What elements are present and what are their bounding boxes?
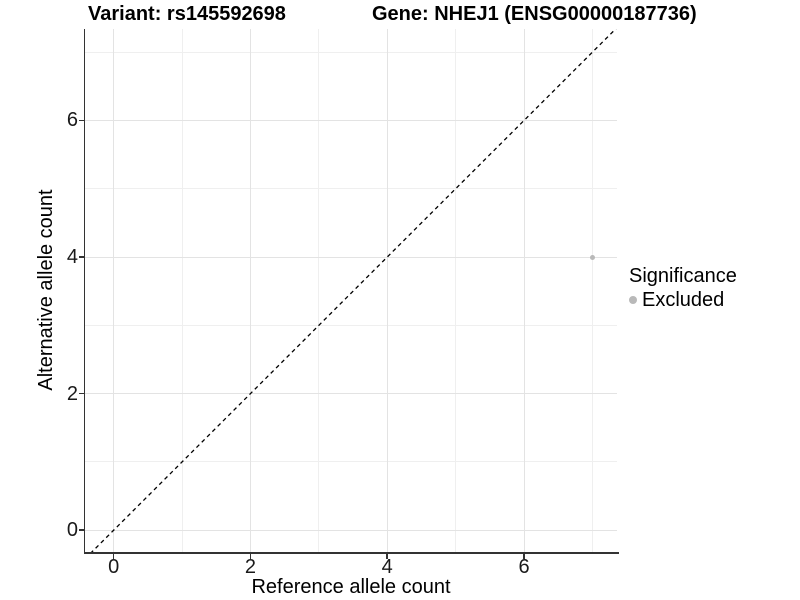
- major-gridline-vertical: [386, 29, 388, 552]
- y-tick-label: 4: [66, 246, 78, 269]
- minor-gridline-horizontal: [85, 324, 617, 326]
- major-gridline-horizontal: [85, 393, 617, 395]
- major-gridline-horizontal: [85, 256, 617, 258]
- plot-panel: [85, 29, 617, 552]
- legend-item-label: Excluded: [642, 289, 725, 311]
- minor-gridline-vertical: [455, 29, 457, 552]
- y-tick-label: 2: [66, 382, 78, 405]
- y-tick-label: 0: [66, 519, 78, 542]
- y-tick-label: 6: [66, 109, 78, 132]
- x-tick-label: 6: [518, 556, 530, 578]
- minor-gridline-horizontal: [85, 188, 617, 190]
- legend-key-dot-icon: [629, 296, 637, 304]
- x-axis-tick: [523, 553, 525, 559]
- major-gridline-vertical: [249, 29, 251, 552]
- x-axis-title: Reference allele count: [251, 576, 451, 598]
- minor-gridline-horizontal: [85, 461, 617, 463]
- legend-item: Excluded: [629, 288, 737, 312]
- x-axis-line: [83, 552, 619, 554]
- plot-title-gene: Gene: NHEJ1 (ENSG00000187736): [372, 3, 697, 25]
- minor-gridline-vertical: [181, 29, 183, 552]
- x-axis-tick: [112, 553, 115, 559]
- x-tick-label: 0: [108, 556, 120, 578]
- major-gridline-horizontal: [85, 119, 617, 121]
- minor-gridline-horizontal: [85, 51, 617, 53]
- identity-dashed-line: [90, 29, 617, 552]
- major-gridline-horizontal: [85, 529, 617, 531]
- legend-title: Significance: [629, 265, 737, 287]
- y-axis-tick: [79, 119, 84, 122]
- legend-items: Excluded: [629, 288, 737, 312]
- legend: Significance Excluded: [629, 264, 737, 312]
- y-axis-tick: [79, 392, 84, 395]
- plot-title-variant: Variant: rs145592698: [88, 3, 286, 25]
- y-axis-tick: [79, 256, 84, 258]
- major-gridline-vertical: [523, 29, 525, 552]
- y-axis-tick: [79, 529, 84, 531]
- minor-gridline-vertical: [318, 29, 320, 552]
- y-axis-line: [83, 29, 85, 554]
- major-gridline-vertical: [113, 29, 115, 552]
- scatter-point: [589, 254, 595, 260]
- y-axis-title: Alternative allele count: [35, 189, 57, 391]
- x-axis-tick: [249, 553, 252, 559]
- minor-gridline-vertical: [591, 29, 593, 552]
- x-tick-label: 4: [381, 556, 393, 578]
- x-axis-tick: [386, 553, 388, 559]
- x-tick-label: 2: [244, 556, 257, 578]
